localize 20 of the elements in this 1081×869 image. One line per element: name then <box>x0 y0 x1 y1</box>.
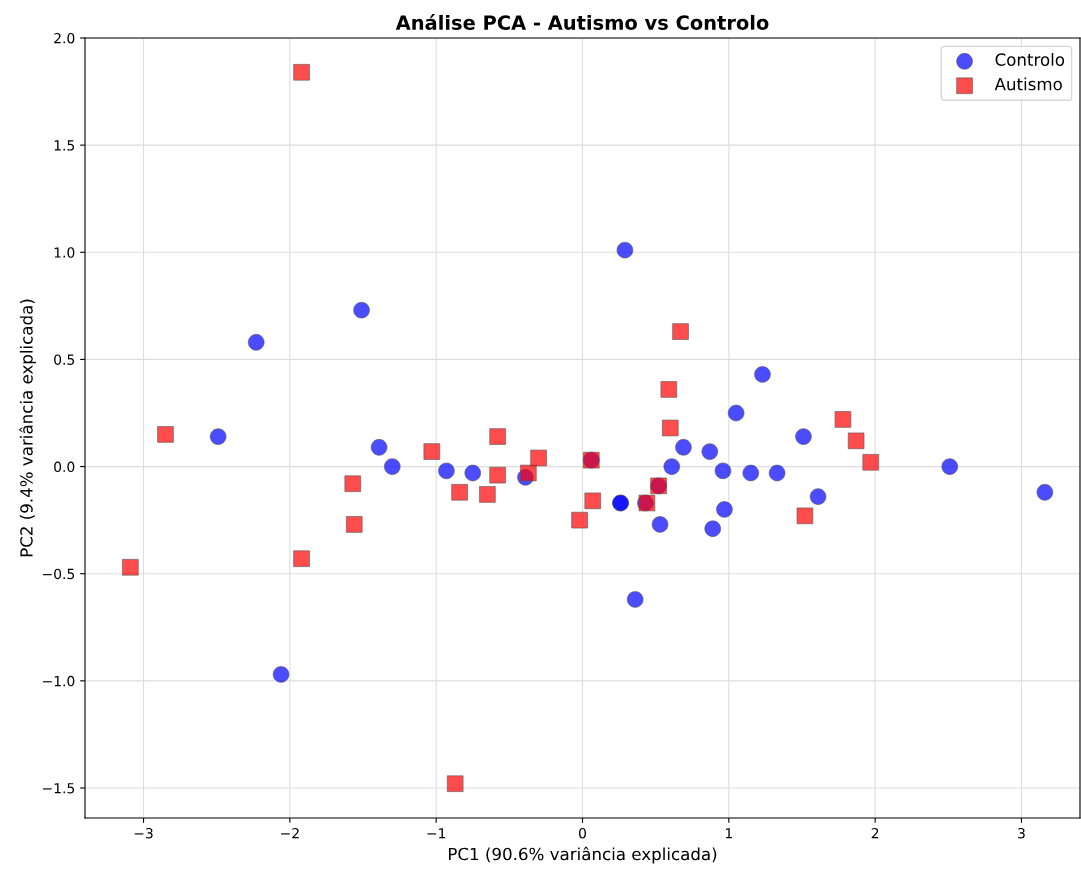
x-tick-label: −3 <box>134 827 153 839</box>
x-tick-label: 0 <box>579 827 586 839</box>
x-tick-label: −2 <box>281 827 299 839</box>
y-tick-label: 1.0 <box>54 247 75 258</box>
x-tick-label: 3 <box>1018 827 1025 839</box>
chart-title: Análise PCA - Autismo vs Controlo <box>395 14 769 30</box>
y-tick-label: −1.5 <box>43 783 75 794</box>
y-tick-label: 2.0 <box>54 32 75 44</box>
y-tick-label: −0.5 <box>43 568 75 580</box>
x-tick-label: 1 <box>725 828 732 839</box>
x-axis-title: PC1 (90.6% variância explicada) <box>448 846 717 864</box>
y-tick-label: 0.0 <box>54 461 75 473</box>
x-tick-label: 2 <box>871 827 879 839</box>
legend-label: Autismo <box>994 77 1062 91</box>
y-tick-label: 0.5 <box>54 354 75 365</box>
y-tick-label: 1.5 <box>54 140 75 151</box>
y-tick-label: −1.0 <box>43 675 75 687</box>
legend-label: Controlo <box>995 53 1065 66</box>
x-tick-label: −1 <box>427 828 446 839</box>
y-axis-title: PC2 (9.4% variância explicada) <box>19 299 36 557</box>
